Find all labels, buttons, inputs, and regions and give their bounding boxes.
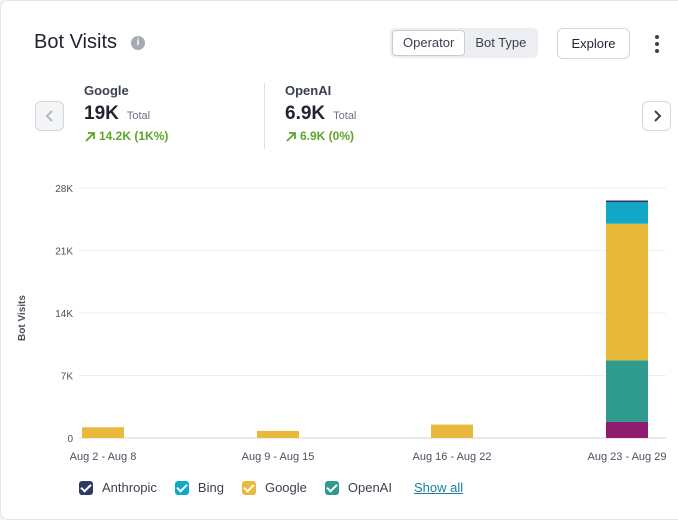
bot-visits-chart: 0 7K 14K 21K 28K Aug 2 - Aug 8 Aug 9 - Aug 15 A… xyxy=(55,184,667,463)
chart-legend: Anthropic Bing Google OpenAI Show all xyxy=(79,480,463,495)
legend-label: Bing xyxy=(197,480,224,495)
legend-item-google[interactable]: Google xyxy=(241,480,307,495)
trend-up-arrow-icon xyxy=(286,131,296,142)
metric-change-text: 6.9K (0%) xyxy=(300,129,355,143)
operator-tab[interactable]: Operator xyxy=(392,30,466,56)
explore-button[interactable]: Explore xyxy=(557,28,630,59)
metric-sub: Total xyxy=(126,110,151,122)
metric-sub: Total xyxy=(333,110,357,122)
metric-change: 6.9K (0%) xyxy=(285,129,356,143)
x-tick-label: Aug 2 - Aug 8 xyxy=(70,451,137,463)
legend-item-anthropic[interactable]: Anthropic xyxy=(79,480,157,495)
bar-segment xyxy=(606,223,648,361)
metric-openai: OpenAI 6.9K Total 6.9K (0%) xyxy=(285,83,356,143)
checkbox-icon[interactable] xyxy=(174,480,189,495)
metric-name: OpenAI xyxy=(285,83,332,98)
checkbox-icon[interactable] xyxy=(79,480,93,495)
previous-arrow-button[interactable] xyxy=(35,101,64,131)
bar-segment xyxy=(606,421,648,438)
legend-label: Anthropic xyxy=(102,480,157,495)
x-tick-label: Aug 9 - Aug 15 xyxy=(242,451,315,463)
metric-value: 6.9K xyxy=(285,103,326,124)
show-all-link[interactable]: Show all xyxy=(413,480,464,495)
metric-value: 19K xyxy=(84,103,119,124)
metric-divider xyxy=(264,83,265,149)
y-tick-label: 0 xyxy=(67,434,73,445)
bar-segment xyxy=(606,202,648,224)
bot-type-tab[interactable]: Bot Type xyxy=(475,35,527,50)
info-icon[interactable]: i xyxy=(131,36,145,50)
metric-name: Google xyxy=(84,83,129,98)
metric-change-text: 14.2K (1K%) xyxy=(99,129,169,143)
y-tick-label: 21K xyxy=(55,247,73,258)
chevron-left-icon xyxy=(45,110,53,122)
checkbox-icon[interactable] xyxy=(324,480,339,495)
card-title: Bot Visits xyxy=(34,31,117,53)
y-tick-label: 7K xyxy=(61,372,74,383)
trend-up-arrow-icon xyxy=(85,131,95,142)
x-tick-label: Aug 16 - Aug 22 xyxy=(413,451,492,463)
bar-segment xyxy=(82,427,124,438)
grouping-toggle: Operator Bot Type xyxy=(390,28,539,58)
bar-segment xyxy=(257,430,299,438)
legend-item-bing[interactable]: Bing xyxy=(174,480,224,495)
legend-label: OpenAI xyxy=(347,480,392,495)
more-options-icon[interactable] xyxy=(647,31,667,57)
metric-google: Google 19K Total 14.2K (1K%) xyxy=(84,83,168,143)
x-tick-label: Aug 23 - Aug 29 xyxy=(588,451,667,463)
chevron-right-icon xyxy=(653,110,661,122)
checkbox-icon[interactable] xyxy=(241,480,256,495)
bar-segment xyxy=(606,360,648,422)
y-tick-label: 28K xyxy=(55,184,73,195)
bar-segment xyxy=(431,424,473,438)
next-arrow-button[interactable] xyxy=(642,101,671,131)
legend-label: Google xyxy=(264,480,307,495)
metric-change: 14.2K (1K%) xyxy=(84,129,168,143)
legend-item-openai[interactable]: OpenAI xyxy=(324,480,392,495)
bar-segment xyxy=(606,200,648,203)
y-tick-label: 14K xyxy=(55,309,73,320)
